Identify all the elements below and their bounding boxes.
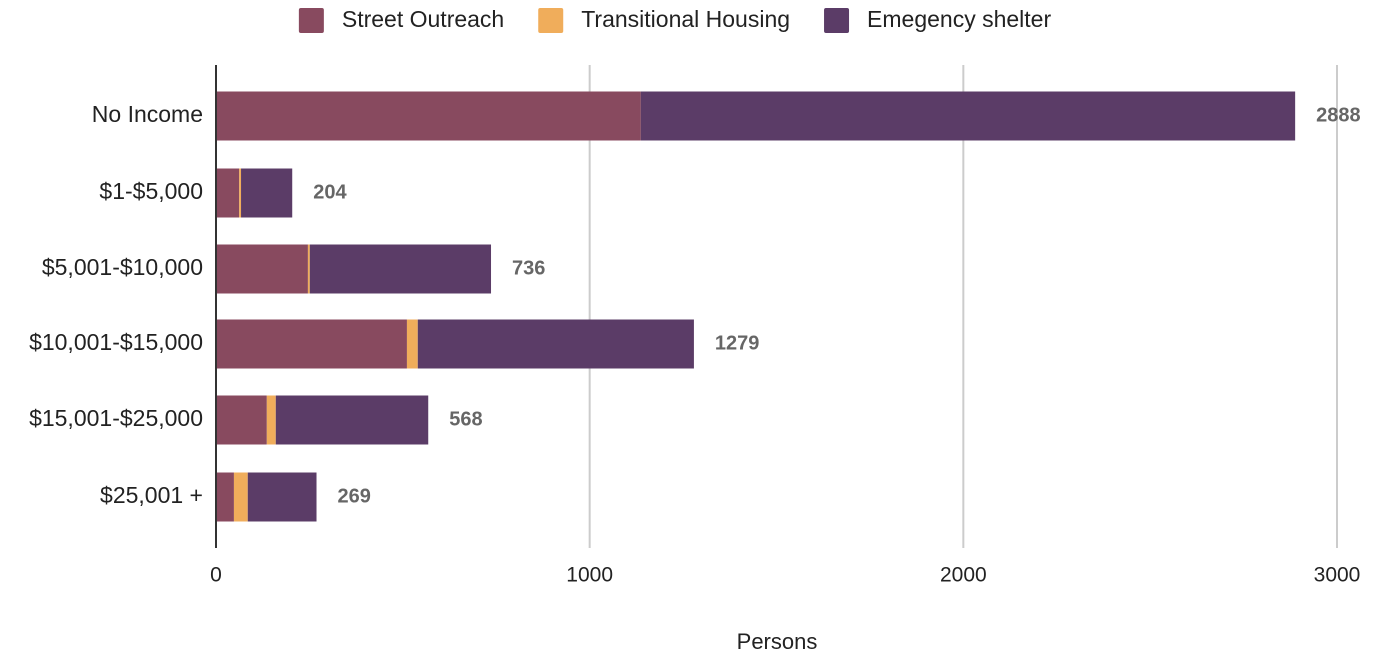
y-tick-label: $5,001-$10,000: [42, 254, 203, 280]
bar-segment: [216, 244, 308, 294]
legend-label: Emegency shelter: [867, 6, 1051, 32]
bar-segment: [216, 395, 267, 445]
y-tick-label: $25,001 +: [100, 482, 203, 508]
bar-segment: [275, 395, 429, 445]
legend-swatch: [538, 8, 564, 33]
y-tick-label: No Income: [92, 101, 203, 127]
bar-segment: [241, 168, 293, 218]
y-tick-label: $15,001-$25,000: [29, 405, 203, 431]
legend-swatch: [298, 8, 324, 33]
total-label: 568: [449, 408, 482, 430]
bar-segment: [417, 319, 694, 369]
bar-segment: [640, 91, 1296, 141]
bar-segment: [216, 472, 234, 522]
bar-segment: [309, 244, 492, 294]
total-label: 1279: [715, 332, 760, 354]
legend-label: Street Outreach: [342, 6, 504, 32]
total-label: 736: [512, 257, 545, 279]
legend-swatch: [824, 8, 850, 33]
total-label: 204: [313, 181, 347, 203]
x-tick-label: 3000: [1314, 564, 1361, 587]
x-tick-label: 0: [210, 564, 222, 587]
bar-segment: [216, 168, 240, 218]
x-tick-label: 1000: [566, 564, 613, 587]
total-label: 2888: [1316, 104, 1361, 126]
legend-label: Transitional Housing: [581, 6, 790, 32]
bar-segment: [239, 168, 242, 218]
bar-segment: [233, 472, 248, 522]
legend: Street Outreach Transitional Housing Emege…: [298, 6, 1051, 33]
x-axis-title: Persons: [737, 629, 818, 654]
bar-segment: [247, 472, 317, 522]
bar-segment: [307, 244, 310, 294]
x-tick-label: 2000: [940, 564, 987, 587]
bar-segment: [406, 319, 418, 369]
y-tick-label: $10,001-$15,000: [29, 329, 203, 355]
y-tick-label: $1-$5,000: [99, 178, 203, 204]
bar-segment: [216, 319, 407, 369]
bar-segment: [266, 395, 276, 445]
total-label: 269: [338, 485, 371, 507]
bar-segment: [216, 91, 641, 141]
